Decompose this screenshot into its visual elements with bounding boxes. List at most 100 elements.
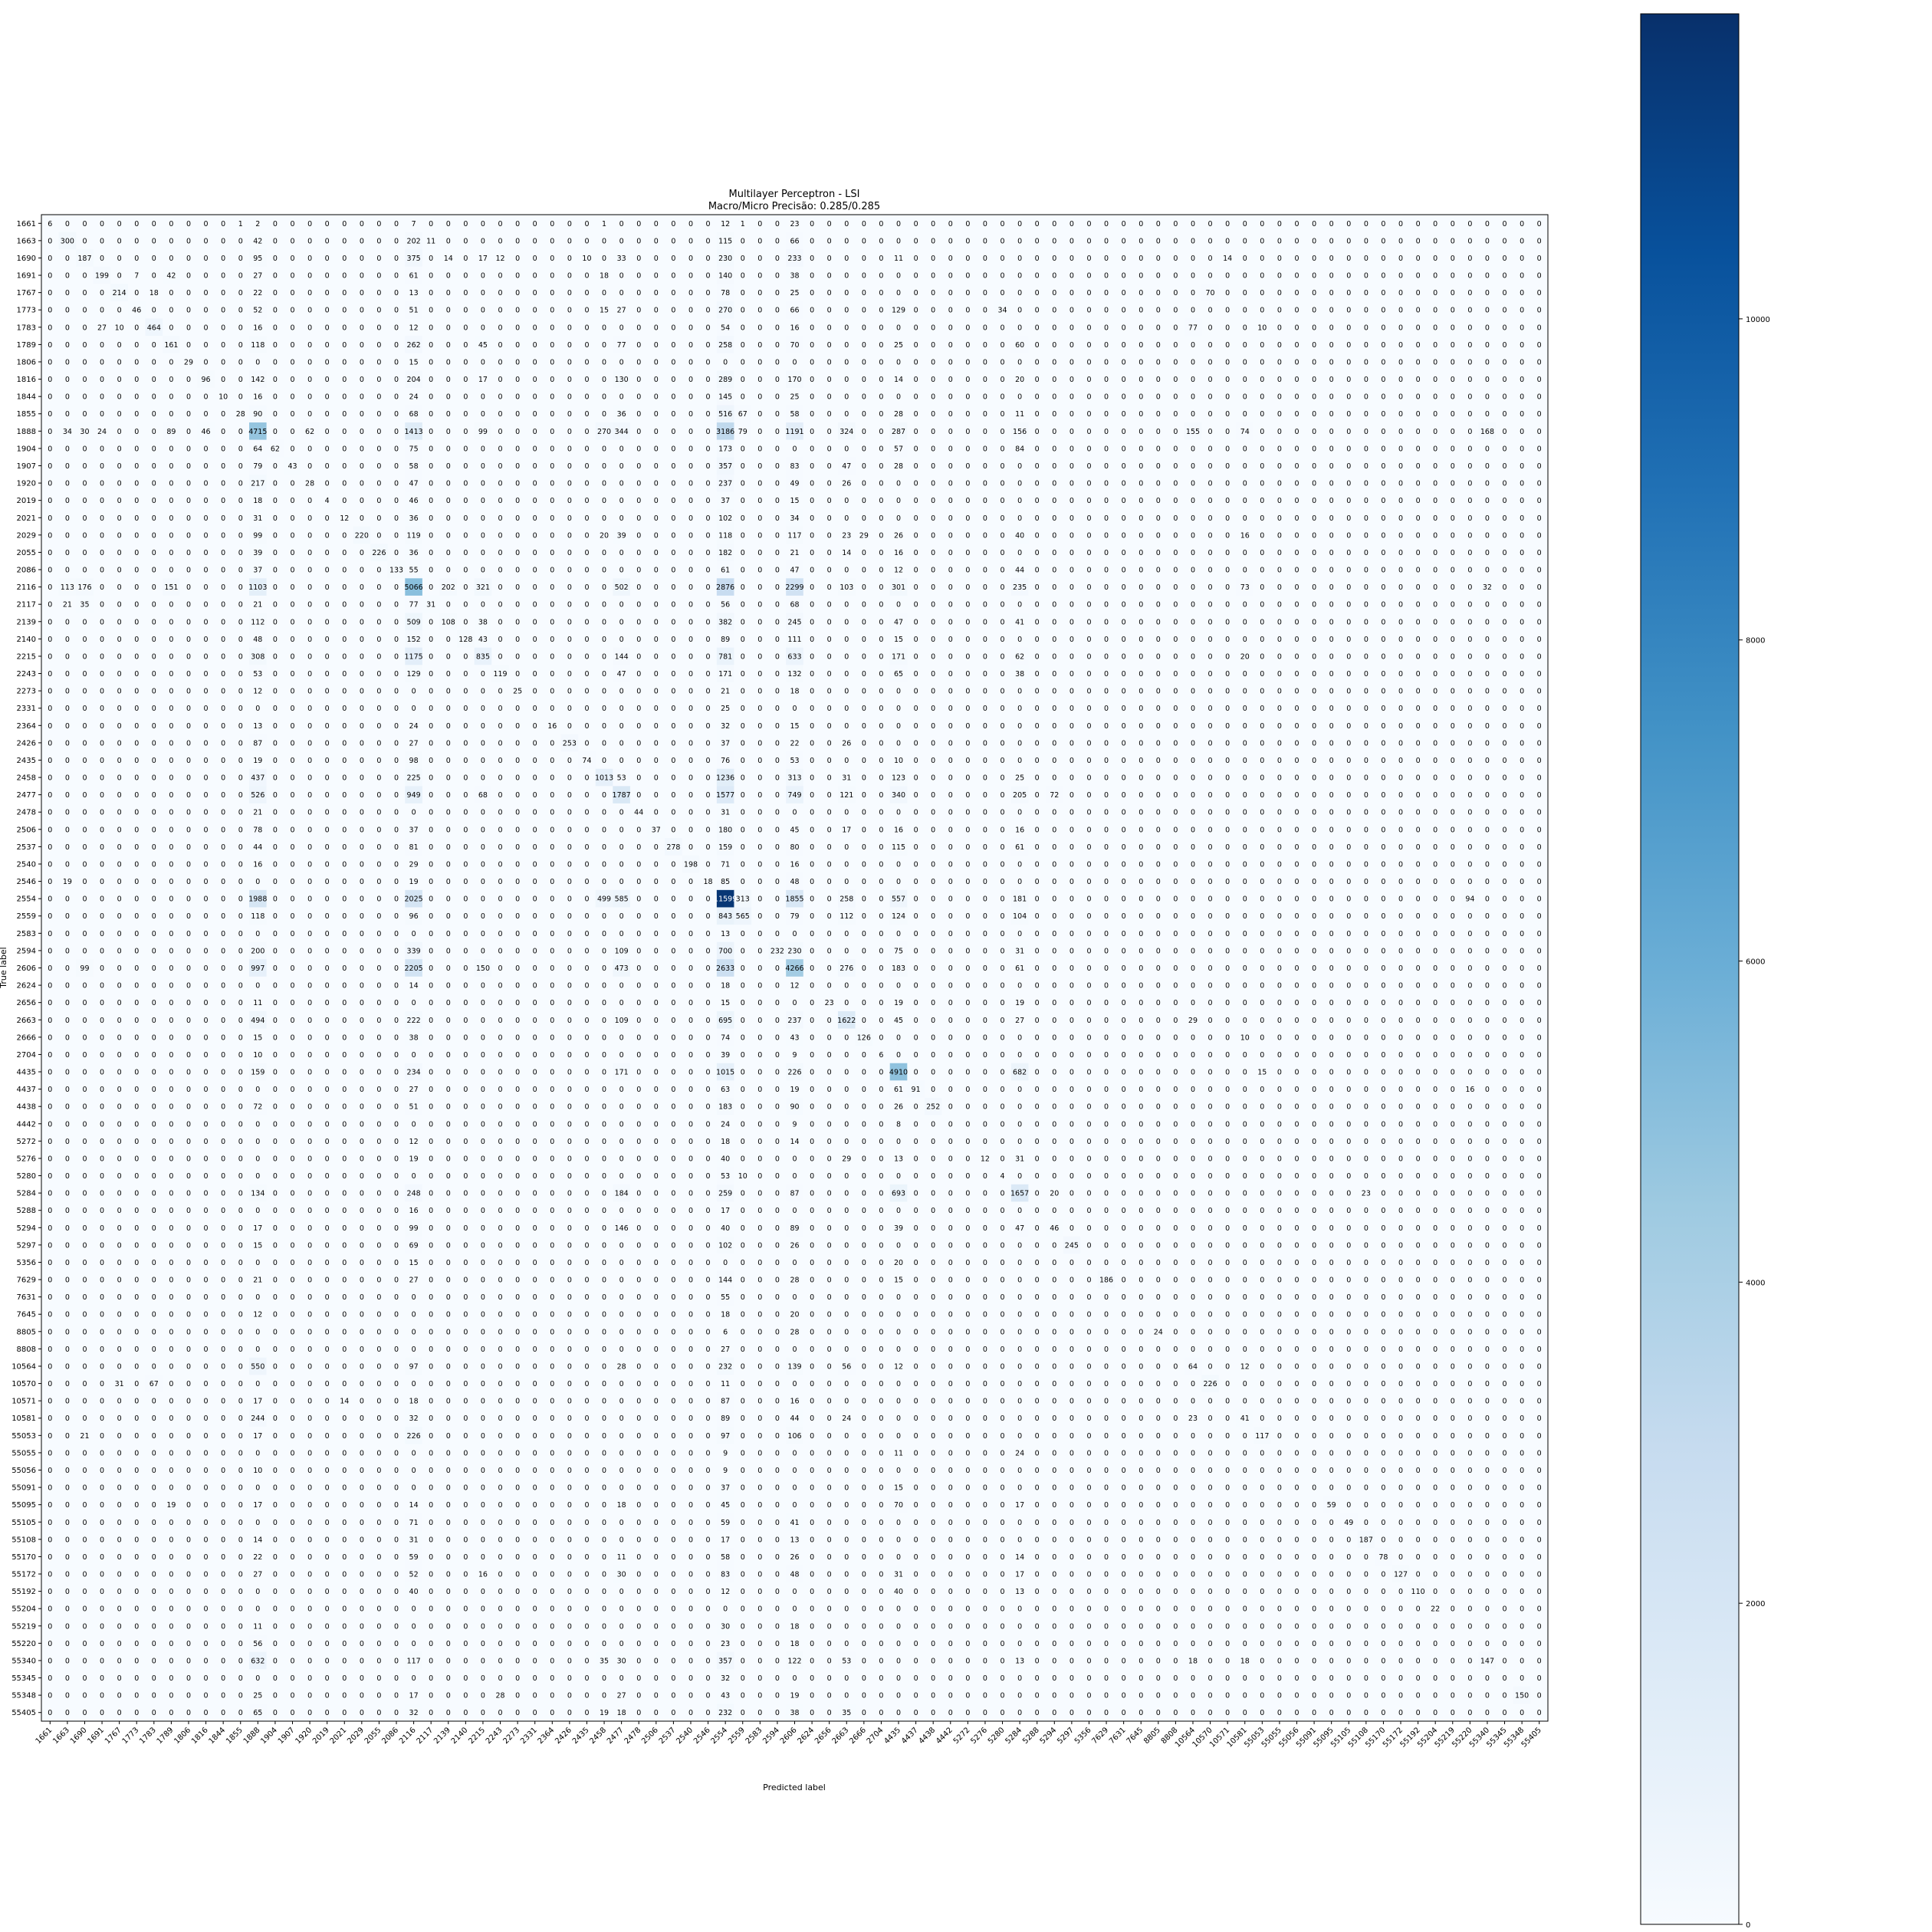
heatmap-cell (820, 232, 839, 250)
heatmap-cell (1288, 215, 1306, 232)
heatmap-cell (353, 215, 371, 232)
heatmap-cell (387, 232, 406, 250)
heatmap-cell (179, 249, 198, 268)
heatmap-cell (127, 232, 146, 250)
heatmap-cell (1339, 215, 1358, 232)
heatmap-cell (1254, 215, 1272, 232)
heatmap-cell (179, 215, 198, 232)
heatmap-cell (1080, 232, 1099, 250)
heatmap-cell (803, 232, 821, 250)
heatmap-cell (629, 215, 648, 232)
heatmap-cell (751, 232, 770, 250)
heatmap-cell (508, 249, 527, 268)
heatmap-cell (387, 249, 406, 268)
heatmap-cell (145, 215, 163, 232)
heatmap-cell (976, 232, 994, 250)
heatmap-cell (526, 215, 544, 232)
heatmap-cell (422, 232, 440, 250)
heatmap-cell (387, 215, 406, 232)
heatmap-cell (994, 232, 1012, 250)
heatmap-cell (1167, 215, 1185, 232)
heatmap-cell (994, 215, 1012, 232)
heatmap-cell (1496, 215, 1514, 232)
heatmap-cell (1132, 215, 1150, 232)
heatmap-cell (1357, 232, 1375, 250)
heatmap-cell (249, 232, 268, 250)
heatmap-cell (1305, 215, 1323, 232)
heatmap-cell (613, 232, 631, 250)
heatmap-cell (58, 215, 77, 232)
heatmap-cell (1063, 232, 1081, 250)
heatmap-cell (1444, 215, 1462, 232)
heatmap-cell (179, 232, 198, 250)
heatmap-cell (1288, 232, 1306, 250)
heatmap-cell (41, 249, 59, 268)
heatmap-cell (665, 232, 683, 250)
heatmap-cell (1132, 232, 1150, 250)
heatmap-cell (353, 249, 371, 268)
heatmap-cell (647, 215, 665, 232)
heatmap-cell (145, 232, 163, 250)
heatmap-cell (145, 249, 163, 268)
heatmap-cell (1357, 215, 1375, 232)
heatmap-cell (872, 215, 891, 232)
heatmap-cell (335, 249, 353, 268)
heatmap-cell (716, 232, 734, 250)
heatmap-cell (959, 215, 978, 232)
heatmap-cell (1080, 215, 1099, 232)
heatmap-cell (318, 249, 337, 268)
heatmap-cell (1461, 215, 1480, 232)
heatmap-cell (58, 232, 77, 250)
heatmap-cell (1305, 232, 1323, 250)
heatmap-cell (1046, 232, 1063, 250)
heatmap-cell (1409, 232, 1428, 250)
heatmap-cell (301, 249, 319, 268)
heatmap-cell (232, 249, 250, 268)
heatmap-cell (941, 215, 960, 232)
heatmap-cell (110, 215, 129, 232)
heatmap-cell (1254, 232, 1272, 250)
heatmap-cell (508, 232, 527, 250)
heatmap-cell (751, 215, 770, 232)
heatmap-cell (959, 232, 978, 250)
heatmap-cell (1028, 232, 1046, 250)
heatmap-cell (1270, 215, 1289, 232)
heatmap-cell (1375, 215, 1393, 232)
heatmap-cell (405, 232, 423, 250)
heatmap-cell (474, 215, 492, 232)
heatmap-cell (1115, 232, 1133, 250)
heatmap-cell (163, 215, 181, 232)
heatmap-cell (1392, 215, 1410, 232)
heatmap-cell (93, 232, 111, 250)
heatmap-cell (699, 215, 718, 232)
heatmap-cell (526, 249, 544, 268)
heatmap-cell (1339, 232, 1358, 250)
heatmap-cell (1201, 232, 1220, 250)
heatmap-cell (907, 232, 925, 250)
heatmap-cell (889, 232, 908, 250)
heatmap-cell (734, 232, 752, 250)
heatmap-cell (544, 249, 561, 268)
heatmap-cell (820, 215, 839, 232)
heatmap-cell (1461, 232, 1480, 250)
heatmap-cell (474, 249, 492, 268)
heatmap-cell (1426, 232, 1444, 250)
heatmap-cell (335, 232, 353, 250)
heatmap-cell (682, 232, 700, 250)
heatmap-cell (1167, 232, 1185, 250)
heatmap-cell (110, 232, 129, 250)
heatmap-cell (1010, 232, 1029, 250)
heatmap-cell (1149, 215, 1168, 232)
heatmap-cell (439, 215, 458, 232)
heatmap-cell (76, 215, 94, 232)
heatmap-cell (768, 232, 787, 250)
heatmap-cell (491, 232, 510, 250)
heatmap-cell (1184, 232, 1202, 250)
heatmap-cell (1513, 215, 1531, 232)
heatmap-cell (578, 215, 596, 232)
heatmap-cell (422, 249, 440, 268)
heatmap-cell (716, 215, 734, 232)
heatmap-cell (197, 232, 215, 250)
heatmap-cell (613, 215, 631, 232)
